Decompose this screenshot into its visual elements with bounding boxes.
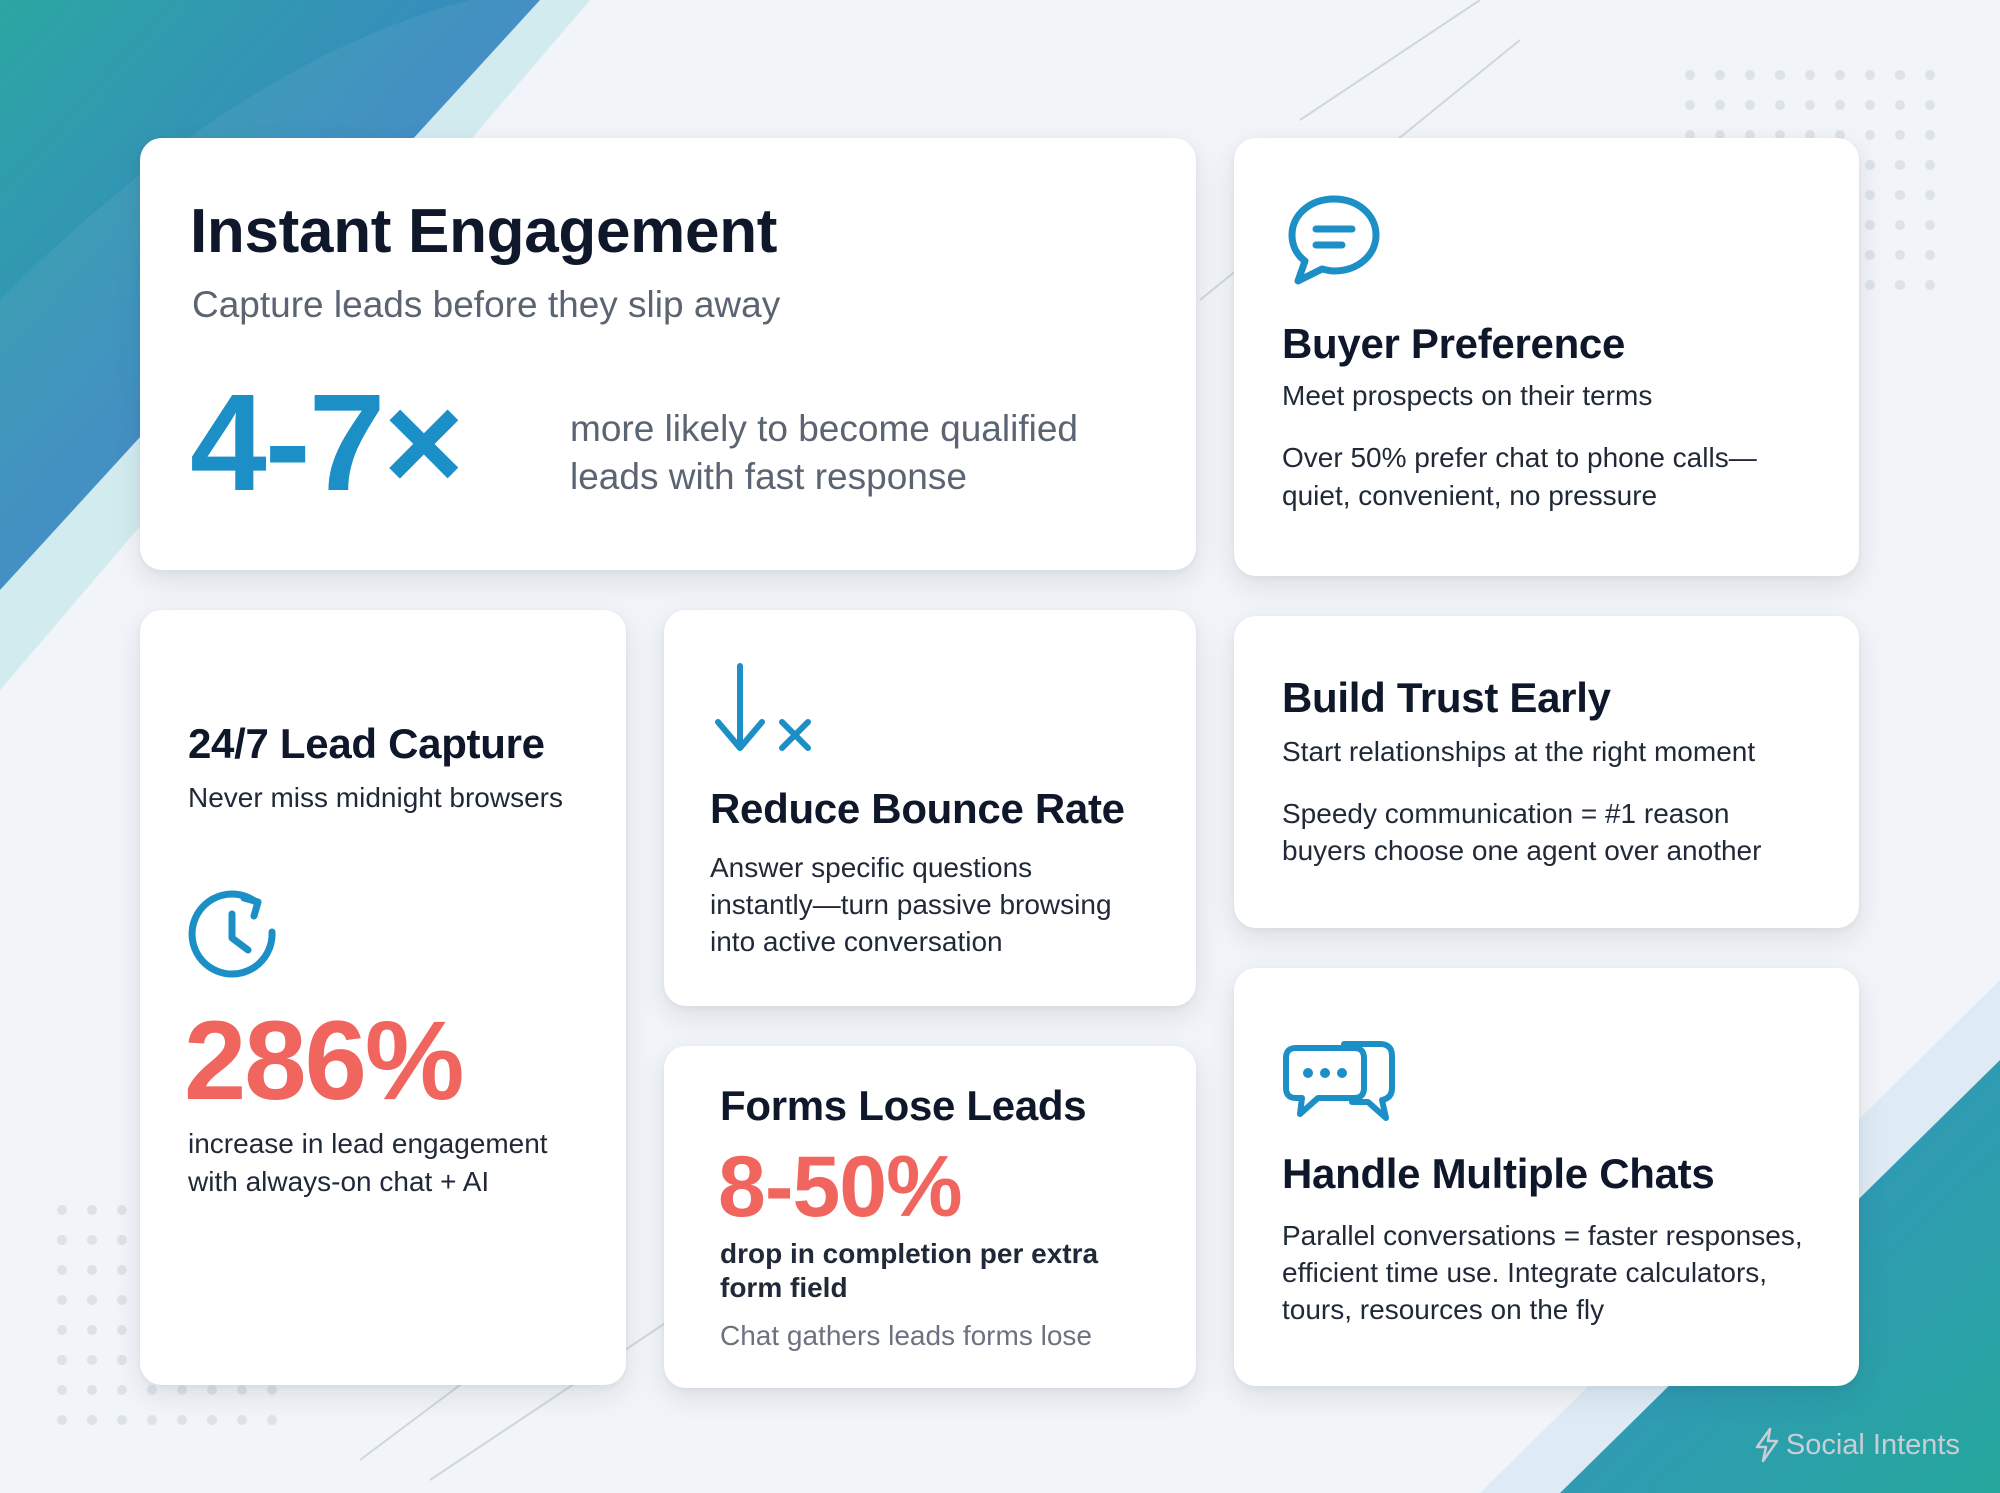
instant-engagement-subtitle: Capture leads before they slip away [192,284,781,325]
lightning-bolt-icon [1754,1427,1780,1463]
trust-body-line1: Speedy communication = #1 reason [1282,798,1730,829]
multiple-chats-card: Handle Multiple Chats Parallel conversat… [1234,968,1859,1386]
lead-capture-subtitle: Never miss midnight browsers [188,782,563,813]
lead-capture-title: 24/7 Lead Capture [188,720,545,767]
buyer-preference-subtitle: Meet prospects on their terms [1282,380,1653,411]
bounce-rate-title: Reduce Bounce Rate [710,785,1125,832]
buyer-preference-body-line2: quiet, convenient, no pressure [1282,480,1658,511]
bounce-rate-body-line1: Answer specific questions [710,852,1033,883]
brand-name: Social Intents [1785,1428,1960,1461]
multiple-chats-title: Handle Multiple Chats [1282,1150,1715,1197]
brand-watermark: Social Intents [1754,1427,1960,1463]
trust-card: Build Trust Early Start relationships at… [1234,616,1859,928]
trust-subtitle: Start relationships at the right moment [1282,736,1756,767]
multiple-chats-body-line1: Parallel conversations = faster response… [1282,1220,1803,1251]
buyer-preference-body-line1: Over 50% prefer chat to phone calls— [1282,442,1757,473]
lead-capture-stat: 286% [184,998,464,1123]
lead-capture-stat-text-line1: increase in lead engagement [188,1128,548,1159]
bounce-rate-body-line3: into active conversation [710,926,1003,957]
lead-capture-card: 24/7 Lead Capture Never miss midnight br… [140,610,626,1385]
forms-stat-text-line1: drop in completion per extra [720,1238,1099,1269]
forms-footnote: Chat gathers leads forms lose [720,1320,1092,1351]
lead-capture-stat-text-line2: with always-on chat + AI [188,1166,490,1197]
trust-title: Build Trust Early [1282,674,1611,721]
arrow-down-x-icon [712,660,822,760]
instant-engagement-stat: 4-7× [190,366,464,520]
forms-stat: 8-50% [718,1139,963,1235]
trust-body-line2: buyers choose one agent over another [1282,835,1762,866]
bounce-rate-body-line2: instantly—turn passive browsing [710,889,1112,920]
clock-refresh-icon [186,888,282,984]
multiple-chats-body-line2: efficient time use. Integrate calculator… [1282,1257,1768,1288]
chat-bubble-icon [1284,193,1384,288]
multiple-chats-body-line3: tours, resources on the fly [1282,1294,1605,1325]
buyer-preference-title: Buyer Preference [1282,320,1626,367]
instant-engagement-title: Instant Engagement [190,197,778,266]
forms-card: Forms Lose Leads 8-50% drop in completio… [664,1046,1196,1388]
forms-stat-text-line2: form field [720,1272,848,1303]
instant-engagement-stat-text-line2: leads with fast response [570,456,967,497]
forms-title: Forms Lose Leads [720,1082,1087,1129]
instant-engagement-card: Instant Engagement Capture leads before … [140,138,1196,570]
multiple-chats-icon [1282,1018,1398,1126]
buyer-preference-card: Buyer Preference Meet prospects on their… [1234,138,1859,576]
bounce-rate-card: Reduce Bounce Rate Answer specific quest… [664,610,1196,1006]
instant-engagement-stat-text-line1: more likely to become qualified [570,408,1078,449]
